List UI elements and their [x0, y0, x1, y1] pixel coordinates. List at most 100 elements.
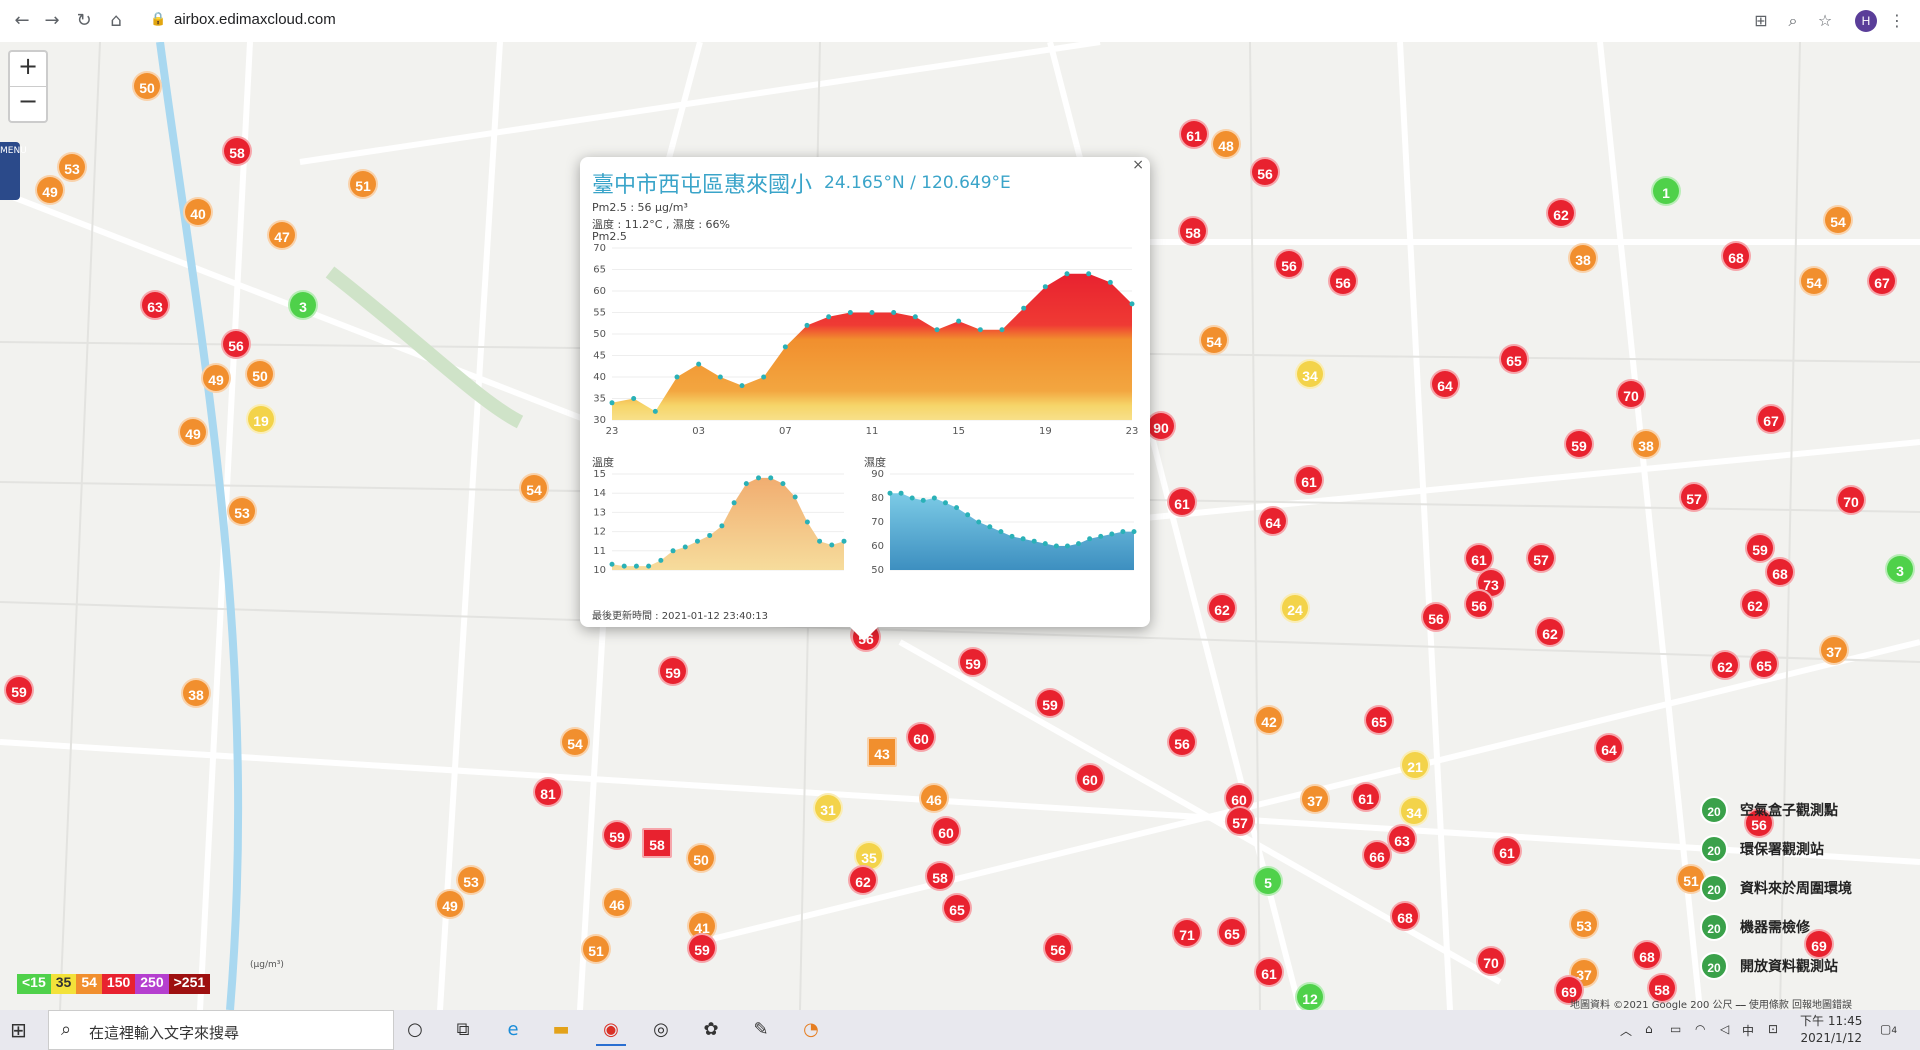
- station-marker[interactable]: 46: [602, 888, 632, 918]
- tray-up-icon[interactable]: ︿: [1620, 1024, 1633, 1038]
- task-view-icon[interactable]: ⧉: [456, 1019, 470, 1040]
- station-marker[interactable]: 3: [288, 290, 318, 320]
- home-icon[interactable]: ⌂: [110, 10, 122, 31]
- reload-icon[interactable]: ↻: [76, 10, 92, 31]
- station-marker[interactable]: 58: [925, 861, 955, 891]
- station-marker[interactable]: 53: [57, 152, 87, 182]
- station-marker[interactable]: 63: [1387, 824, 1417, 854]
- station-marker[interactable]: 49: [178, 417, 208, 447]
- station-marker[interactable]: 60: [906, 722, 936, 752]
- station-marker[interactable]: 56: [1421, 602, 1451, 632]
- station-marker[interactable]: 38: [1631, 429, 1661, 459]
- station-marker[interactable]: 61: [1464, 543, 1494, 573]
- station-marker[interactable]: 65: [1499, 344, 1529, 374]
- station-marker[interactable]: 47: [267, 220, 297, 250]
- app-icon-3[interactable]: ✎: [753, 1019, 769, 1040]
- station-marker[interactable]: 37: [1819, 635, 1849, 665]
- station-marker[interactable]: 51: [581, 934, 611, 964]
- station-marker[interactable]: 59: [1035, 688, 1065, 718]
- station-marker[interactable]: 62: [848, 865, 878, 895]
- clock[interactable]: 下午 11:45 2021/1/12: [1800, 1013, 1862, 1047]
- station-marker[interactable]: 65: [1364, 705, 1394, 735]
- station-marker[interactable]: 24: [1280, 593, 1310, 623]
- station-marker[interactable]: 62: [1710, 650, 1740, 680]
- station-marker[interactable]: 61: [1167, 487, 1197, 517]
- station-marker[interactable]: 34: [1399, 796, 1429, 826]
- station-marker[interactable]: 69: [1554, 975, 1584, 1005]
- station-marker[interactable]: 58: [642, 828, 672, 858]
- station-marker[interactable]: 68: [1765, 557, 1795, 587]
- station-marker[interactable]: 59: [1564, 429, 1594, 459]
- station-marker[interactable]: 54: [560, 727, 590, 757]
- station-marker[interactable]: 70: [1476, 946, 1506, 976]
- more-menu-icon[interactable]: ⋮: [1889, 11, 1905, 30]
- station-marker[interactable]: 81: [533, 777, 563, 807]
- station-marker[interactable]: 65: [1217, 917, 1247, 947]
- station-marker[interactable]: 56: [221, 329, 251, 359]
- cortana-icon[interactable]: ○: [407, 1019, 423, 1040]
- station-marker[interactable]: 56: [1274, 249, 1304, 279]
- zoom-icon[interactable]: ⌕: [1788, 11, 1798, 30]
- station-marker[interactable]: 56: [1043, 933, 1073, 963]
- station-marker[interactable]: 65: [1749, 649, 1779, 679]
- station-marker[interactable]: 68: [1721, 241, 1751, 271]
- close-icon[interactable]: ×: [1132, 157, 1144, 173]
- station-marker[interactable]: 64: [1594, 733, 1624, 763]
- station-marker[interactable]: 54: [1199, 325, 1229, 355]
- station-marker[interactable]: 21: [1400, 750, 1430, 780]
- station-marker[interactable]: 1: [1651, 176, 1681, 206]
- station-marker[interactable]: 3: [1885, 554, 1915, 584]
- station-marker[interactable]: 59: [602, 820, 632, 850]
- station-marker[interactable]: 40: [183, 197, 213, 227]
- station-marker[interactable]: 59: [1745, 533, 1775, 563]
- station-marker[interactable]: 56: [1328, 266, 1358, 296]
- station-marker[interactable]: 60: [931, 816, 961, 846]
- station-marker[interactable]: 48: [1211, 129, 1241, 159]
- station-marker[interactable]: 56: [1250, 157, 1280, 187]
- station-marker[interactable]: 56: [1744, 808, 1774, 838]
- station-marker[interactable]: 51: [348, 169, 378, 199]
- translate-icon[interactable]: ⊞: [1754, 11, 1768, 30]
- station-marker[interactable]: 70: [1616, 379, 1646, 409]
- station-marker[interactable]: 5: [1253, 866, 1283, 896]
- station-marker[interactable]: 59: [687, 933, 717, 963]
- station-marker[interactable]: 69: [1804, 929, 1834, 959]
- station-marker[interactable]: 57: [1679, 482, 1709, 512]
- station-marker[interactable]: 50: [245, 359, 275, 389]
- station-marker[interactable]: 59: [958, 647, 988, 677]
- station-marker[interactable]: 12: [1295, 982, 1325, 1010]
- menu-tab[interactable]: MENU: [0, 142, 27, 200]
- station-marker[interactable]: 61: [1294, 465, 1324, 495]
- forward-icon[interactable]: →: [44, 10, 60, 31]
- station-marker[interactable]: 68: [1390, 901, 1420, 931]
- notification-icon[interactable]: ▢4: [1880, 1022, 1898, 1036]
- station-marker[interactable]: 61: [1492, 836, 1522, 866]
- station-marker[interactable]: 49: [35, 175, 65, 205]
- station-marker[interactable]: 66: [1362, 840, 1392, 870]
- station-marker[interactable]: 53: [456, 865, 486, 895]
- station-marker[interactable]: 56: [1167, 727, 1197, 757]
- station-marker[interactable]: 50: [686, 843, 716, 873]
- station-marker[interactable]: 49: [201, 363, 231, 393]
- map-canvas[interactable]: + − MENU 50 53 49 58 51 40 47 63 3 56 49 50 19 49 53 54…: [0, 42, 1920, 1010]
- app-icon-1[interactable]: ◎: [653, 1019, 669, 1040]
- ime-indicator[interactable]: 中: [1742, 1024, 1755, 1038]
- station-marker[interactable]: 34: [1295, 359, 1325, 389]
- profile-avatar[interactable]: H: [1855, 10, 1877, 32]
- star-icon[interactable]: ☆: [1817, 11, 1833, 30]
- station-marker[interactable]: 19: [246, 404, 276, 434]
- station-marker[interactable]: 64: [1430, 369, 1460, 399]
- windows-start-icon[interactable]: ⊞: [10, 1018, 27, 1042]
- station-marker[interactable]: 49: [435, 889, 465, 919]
- station-marker[interactable]: 56: [1464, 589, 1494, 619]
- tray-keyboard-icon[interactable]: ⊡: [1768, 1022, 1779, 1036]
- station-marker[interactable]: 54: [1823, 205, 1853, 235]
- map-attribution[interactable]: 地圖資料 ©2021 Google 200 公尺 ⎯⎯ 使用條款 回報地圖錯誤: [1570, 1000, 1853, 1010]
- station-marker[interactable]: 50: [132, 71, 162, 101]
- file-explorer-icon[interactable]: ▬: [552, 1019, 570, 1040]
- station-marker[interactable]: 71: [1172, 918, 1202, 948]
- station-marker[interactable]: 59: [4, 675, 34, 705]
- station-marker[interactable]: 65: [942, 893, 972, 923]
- address-bar[interactable]: airbox.edimaxcloud.com: [174, 11, 336, 28]
- station-marker[interactable]: 61: [1254, 957, 1284, 987]
